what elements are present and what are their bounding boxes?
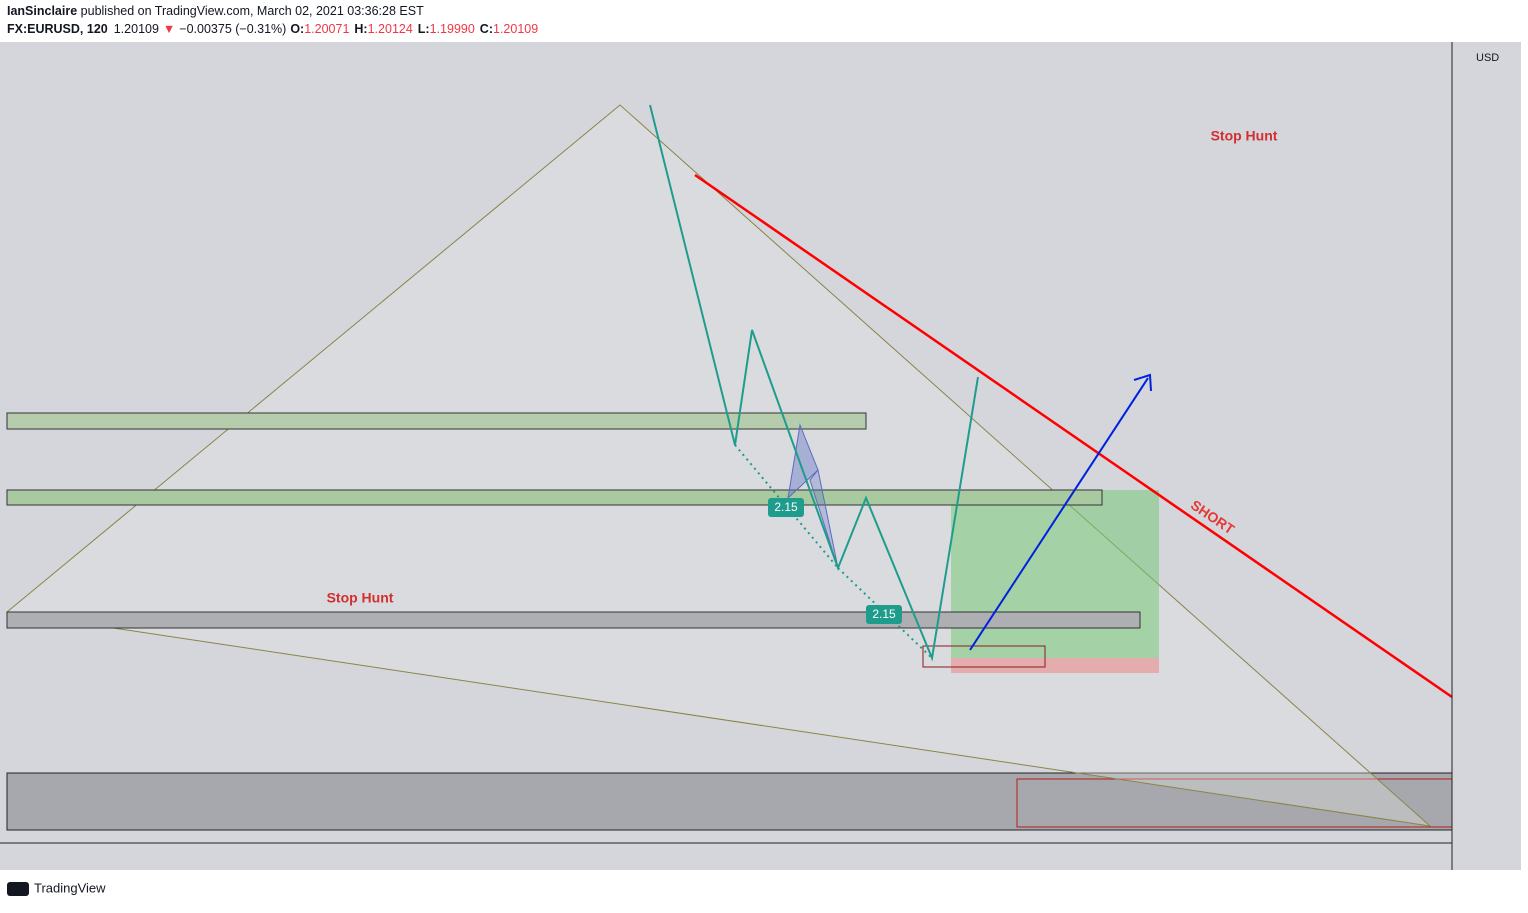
zone-outline bbox=[922, 645, 1046, 668]
o-key: O: bbox=[290, 22, 304, 36]
currency: USD bbox=[1476, 52, 1499, 64]
author: IanSinclaire bbox=[7, 4, 77, 18]
annotation: Stop Hunt bbox=[327, 590, 394, 606]
down-arrow: ▼ bbox=[163, 22, 175, 36]
header: IanSinclaire published on TradingView.co… bbox=[7, 4, 424, 18]
published: published on TradingView.com, March 02, … bbox=[77, 4, 424, 18]
dotted-leg bbox=[837, 567, 933, 659]
drawings bbox=[6, 104, 1453, 831]
long-loss bbox=[951, 658, 1159, 673]
logo bbox=[7, 882, 29, 896]
symbol: FX:EURUSD, 120 bbox=[7, 22, 108, 36]
arrow bbox=[969, 377, 1149, 651]
c-key: C: bbox=[480, 22, 493, 36]
change: −0.00375 (−0.31%) bbox=[179, 22, 286, 36]
symbol-line: FX:EURUSD, 120 1.20109 ▼ −0.00375 (−0.31%) O… bbox=[7, 22, 538, 36]
brand: TradingView bbox=[34, 880, 106, 895]
long-profit bbox=[951, 490, 1159, 658]
ratio-label: 2.15 bbox=[872, 607, 896, 621]
footer: TradingView bbox=[7, 880, 106, 896]
c-value: 1.20109 bbox=[493, 22, 538, 36]
trendline bbox=[694, 173, 1453, 699]
pattern bbox=[787, 423, 819, 500]
zone bbox=[6, 489, 1103, 506]
l-value: 1.19990 bbox=[430, 22, 475, 36]
ratio-badge bbox=[768, 498, 804, 517]
pattern bbox=[809, 468, 839, 569]
ratio-label: 2.15 bbox=[774, 500, 798, 514]
zone bbox=[6, 611, 1141, 629]
zone bbox=[6, 772, 1453, 831]
chart-panel bbox=[0, 42, 1521, 870]
l-key: L: bbox=[418, 22, 430, 36]
annotation: Stop Hunt bbox=[1211, 128, 1278, 144]
o-value: 1.20071 bbox=[304, 22, 349, 36]
zone bbox=[6, 412, 867, 430]
h-value: 1.20124 bbox=[368, 22, 413, 36]
h-key: H: bbox=[354, 22, 367, 36]
dotted-leg bbox=[734, 444, 839, 569]
arrow-head bbox=[1133, 373, 1152, 392]
ratio-badge bbox=[866, 605, 902, 624]
last: 1.20109 bbox=[114, 22, 159, 36]
